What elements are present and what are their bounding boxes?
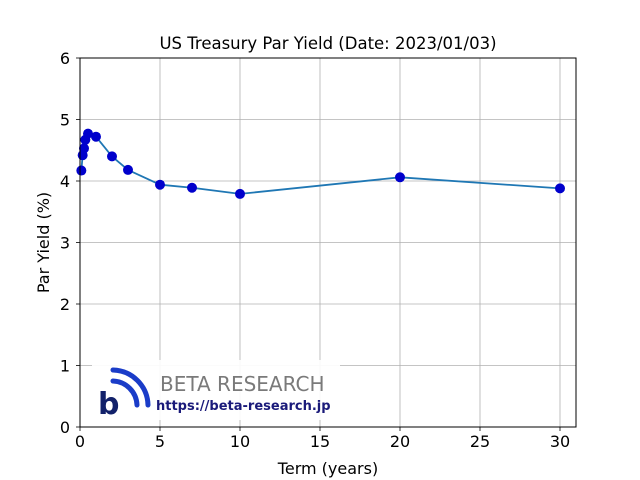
watermark: b BETA RESEARCH https://beta-research.jp bbox=[92, 360, 340, 422]
beta-research-logo: b bbox=[98, 367, 151, 422]
series bbox=[76, 128, 565, 199]
y-axis-label: Par Yield (%) bbox=[34, 192, 53, 293]
x-tick-label: 30 bbox=[550, 432, 570, 451]
y-tick-label: 4 bbox=[60, 172, 70, 191]
x-tick-label: 10 bbox=[230, 432, 250, 451]
x-tick-label: 15 bbox=[310, 432, 330, 451]
y-tick-label: 6 bbox=[60, 49, 70, 68]
yield-point bbox=[555, 183, 565, 194]
y-tick-label: 0 bbox=[60, 418, 70, 437]
yield-point bbox=[187, 182, 197, 193]
yield-point bbox=[155, 179, 165, 190]
yield-point bbox=[123, 164, 133, 175]
x-tick-label: 5 bbox=[155, 432, 165, 451]
y-tick-label: 1 bbox=[60, 357, 70, 376]
logo-letter: b bbox=[98, 387, 119, 422]
watermark-brand: BETA RESEARCH bbox=[160, 372, 325, 396]
x-tick-label: 25 bbox=[470, 432, 490, 451]
x-axis-label: Term (years) bbox=[277, 459, 378, 478]
logo-signal-arc-outer bbox=[110, 367, 151, 408]
plot-frame bbox=[79, 57, 577, 428]
x-tick-label: 0 bbox=[75, 432, 85, 451]
yield-point bbox=[235, 188, 245, 199]
y-tick-label: 2 bbox=[60, 295, 70, 314]
yield-point bbox=[395, 172, 405, 183]
y-tick-label: 5 bbox=[60, 111, 70, 130]
chart-title: US Treasury Par Yield (Date: 2023/01/03) bbox=[159, 34, 496, 53]
yield-point bbox=[91, 131, 101, 142]
yield-point bbox=[79, 143, 89, 154]
logo-signal-arc-inner bbox=[110, 378, 140, 408]
yield-point bbox=[83, 128, 93, 139]
x-tick-label: 20 bbox=[390, 432, 410, 451]
yield-point bbox=[76, 165, 87, 176]
yield-point bbox=[107, 151, 117, 162]
axis-ticks: 0 5 10 15 20 25 30 0 1 2 3 4 5 6 bbox=[60, 49, 570, 451]
y-tick-label: 3 bbox=[60, 234, 70, 253]
watermark-url: https://beta-research.jp bbox=[156, 399, 331, 414]
